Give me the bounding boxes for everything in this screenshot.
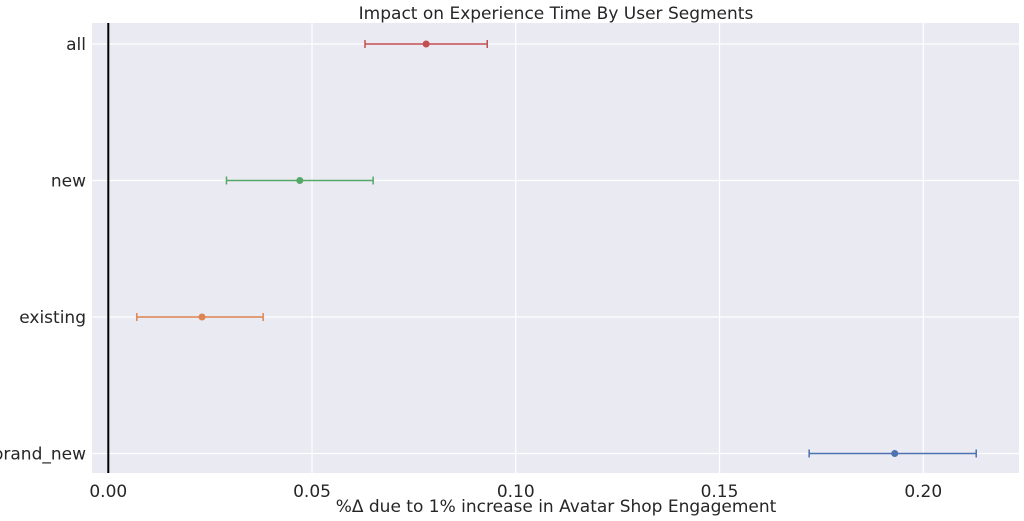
x-tick-label: 0.20 [904,482,942,502]
y-tick-label: brand_new [0,445,86,465]
x-tick-label: 0.05 [293,482,331,502]
x-tick-label: 0.00 [89,482,127,502]
segment-existing [136,313,264,321]
plot-area [92,23,1019,473]
segment-new [225,176,374,185]
estimate-point [422,40,430,48]
tick-labels: 0.00 0.05 0.10 0.15 0.20 all new existing brand_… [0,35,942,502]
x-tick-label: 0.15 [701,482,739,502]
estimate-point [891,450,899,457]
y-tick-label: existing [19,308,86,328]
y-tick-label: new [51,172,86,192]
x-axis-label: %Δ due to 1% increase in Avatar Shop Eng… [336,497,777,517]
x-tick-label: 0.10 [497,482,535,502]
data-marks [136,40,977,458]
estimate-point [296,177,304,184]
segment-all [364,40,488,48]
y-tick-label: all [66,35,86,55]
estimate-point [198,313,206,321]
segment-brand-new [808,449,977,458]
chart-title: Impact on Experience Time By User Segmen… [359,4,754,24]
